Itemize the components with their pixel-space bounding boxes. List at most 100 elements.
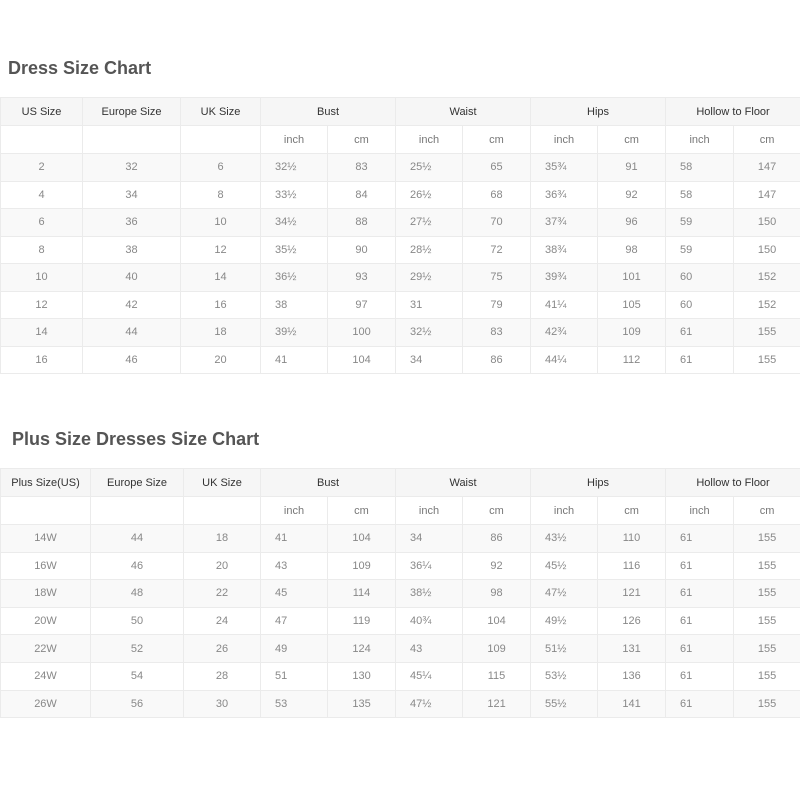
table-cell: 43	[395, 634, 464, 663]
table-cell: 100	[326, 318, 397, 347]
table-cell: 109	[597, 318, 667, 347]
column-header: Waist	[395, 97, 532, 126]
table-cell: 50	[90, 606, 184, 636]
table-cell: 61	[665, 345, 735, 374]
table-cell: 104	[462, 606, 532, 636]
unit-header: inch	[260, 496, 328, 525]
column-header: UK Size	[183, 468, 261, 497]
table-cell: 26W	[0, 689, 91, 719]
table-cell: 20W	[0, 606, 91, 636]
table-cell: 96	[597, 208, 667, 237]
table-cell: 45½	[530, 551, 599, 581]
table-row: 26W 56 30 53 135 47½ 121 55½ 141 61 155	[0, 689, 800, 719]
table-cell: 48	[90, 579, 184, 608]
table-cell: 6	[180, 153, 261, 182]
unit-header: cm	[597, 125, 667, 154]
table-cell: 18W	[0, 579, 91, 608]
table-cell: 32½	[260, 153, 328, 182]
table-cell: 24W	[0, 661, 91, 691]
table-cell: 115	[462, 661, 532, 691]
table-cell: 88	[326, 208, 397, 237]
table-cell: 34	[82, 180, 181, 209]
table-cell: 41	[260, 345, 328, 374]
table-cell: 124	[326, 634, 397, 663]
table-cell: 14	[0, 318, 83, 347]
table-cell: 98	[462, 579, 532, 608]
table-cell: 147	[733, 180, 800, 209]
unit-header: inch	[395, 496, 464, 525]
table-cell: 155	[733, 634, 800, 663]
column-header: Hollow to Floor	[665, 468, 800, 497]
table-cell: 12	[0, 290, 83, 319]
column-header: Bust	[259, 468, 397, 497]
table-cell: 25½	[395, 153, 464, 182]
table-cell: 60	[665, 263, 735, 292]
table-cell: 104	[326, 524, 397, 553]
table-cell: 41¼	[530, 290, 599, 319]
table-row: 8 38 12 35½ 90 28½ 72 38¾ 98 59 150	[0, 235, 800, 264]
table-cell: 45¼	[395, 661, 464, 691]
table-cell: 60	[665, 290, 735, 319]
table-cell: 51½	[530, 634, 599, 663]
table-cell: 59	[665, 208, 735, 237]
table-cell: 86	[462, 345, 532, 374]
unit-header: inch	[665, 125, 735, 154]
table-cell: 147	[733, 153, 800, 182]
table-cell: 24	[183, 606, 261, 636]
table-cell: 61	[665, 634, 735, 663]
table-cell: 121	[462, 689, 532, 719]
table-row: 18W 48 22 45 114 38½ 98 47½ 121 61 155	[0, 579, 800, 608]
table-cell: 36½	[260, 263, 328, 292]
unit-header: cm	[462, 496, 532, 525]
column-header: Europe Size	[90, 468, 184, 497]
table-cell: 52	[90, 634, 184, 663]
table-cell: 110	[597, 524, 667, 553]
table-cell: 39½	[260, 318, 328, 347]
table-row: 14 44 18 39½ 100 32½ 83 42¾ 109 61 155	[0, 318, 800, 347]
table-cell: 29½	[395, 263, 464, 292]
table-cell: 59	[665, 235, 735, 264]
table-cell: 104	[326, 345, 397, 374]
table-cell: 141	[597, 689, 667, 719]
table-cell: 65	[462, 153, 532, 182]
table-cell: 61	[665, 579, 735, 608]
table-cell: 112	[597, 345, 667, 374]
column-header: Hips	[530, 97, 667, 126]
table-cell: 10	[180, 208, 261, 237]
column-header: Waist	[395, 468, 532, 497]
table-cell: 44	[82, 318, 181, 347]
empty-cell	[183, 496, 261, 525]
plus-size-chart-title: Plus Size Dresses Size Chart	[12, 429, 260, 449]
table-cell: 42	[82, 290, 181, 319]
table-cell: 16	[0, 345, 83, 374]
table-cell: 61	[665, 551, 735, 581]
table-cell: 61	[665, 606, 735, 636]
unit-header: cm	[733, 125, 800, 154]
table-cell: 46	[90, 551, 184, 581]
column-header: Plus Size(US)	[0, 468, 91, 497]
table-row: 20W 50 24 47 119 40¾ 104 49½ 126 61 155	[0, 606, 800, 636]
unit-header: inch	[530, 125, 599, 154]
table-cell: 136	[597, 661, 667, 691]
table-cell: 40¾	[395, 606, 464, 636]
table-cell: 22W	[0, 634, 91, 663]
column-header: Europe Size	[82, 97, 181, 126]
unit-header: inch	[260, 125, 328, 154]
table-cell: 44¼	[530, 345, 599, 374]
table-cell: 126	[597, 606, 667, 636]
table-cell: 70	[462, 208, 532, 237]
table-cell: 30	[183, 689, 261, 719]
table-cell: 26½	[395, 180, 464, 209]
table-cell: 2	[0, 153, 83, 182]
table-cell: 44	[90, 524, 184, 553]
dress-size-chart-title: Dress Size Chart	[8, 58, 152, 78]
table-cell: 40	[82, 263, 181, 292]
table-cell: 109	[462, 634, 532, 663]
table-cell: 155	[733, 661, 800, 691]
table-cell: 121	[597, 579, 667, 608]
table-cell: 34	[395, 345, 464, 374]
table-cell: 97	[326, 290, 397, 319]
unit-header: inch	[665, 496, 735, 525]
empty-cell	[90, 496, 184, 525]
table-cell: 61	[665, 318, 735, 347]
